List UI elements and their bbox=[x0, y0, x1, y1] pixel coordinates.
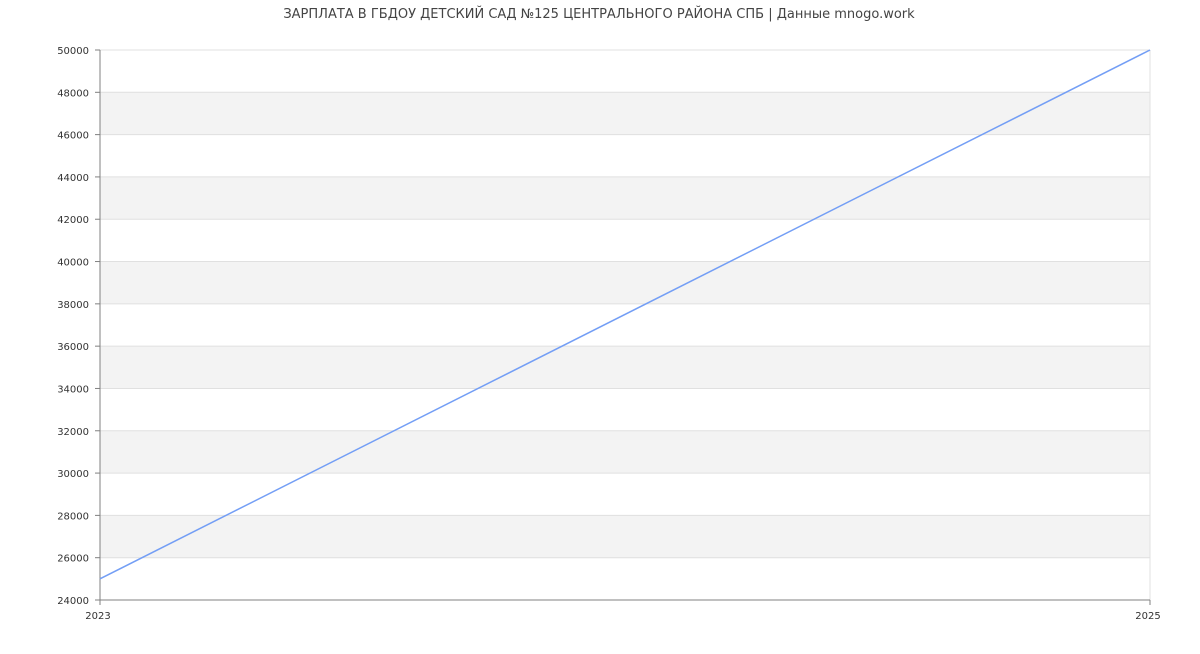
series-line bbox=[99, 49, 1151, 580]
y-tick-label: 38000 bbox=[57, 300, 89, 311]
grid-band bbox=[100, 515, 1150, 558]
y-tick-label: 42000 bbox=[57, 215, 89, 226]
y-tick-label: 28000 bbox=[57, 511, 89, 522]
grid-band bbox=[100, 430, 1150, 474]
y-tick-label: 50000 bbox=[57, 46, 89, 57]
x-tick-label: 2023 bbox=[85, 611, 110, 622]
y-tick-label: 24000 bbox=[57, 596, 89, 607]
y-tick-label: 32000 bbox=[57, 427, 89, 438]
y-tick-label: 44000 bbox=[57, 173, 89, 184]
grid-band bbox=[100, 346, 1150, 389]
x-tick-label: 2025 bbox=[1135, 611, 1160, 622]
y-tick-label: 48000 bbox=[57, 88, 89, 99]
y-tick-label: 26000 bbox=[57, 554, 89, 565]
chart-title: ЗАРПЛАТА В ГБДОУ ДЕТСКИЙ САД №125 ЦЕНТРА… bbox=[283, 6, 915, 22]
y-tick-label: 30000 bbox=[57, 469, 89, 480]
grid-band bbox=[100, 92, 1150, 135]
y-tick-label: 36000 bbox=[57, 342, 89, 353]
y-tick-label: 34000 bbox=[57, 384, 89, 395]
y-tick-label: 40000 bbox=[57, 258, 89, 269]
y-tick-label: 46000 bbox=[57, 131, 89, 142]
grid-band bbox=[100, 261, 1150, 304]
grid-band bbox=[100, 176, 1150, 220]
